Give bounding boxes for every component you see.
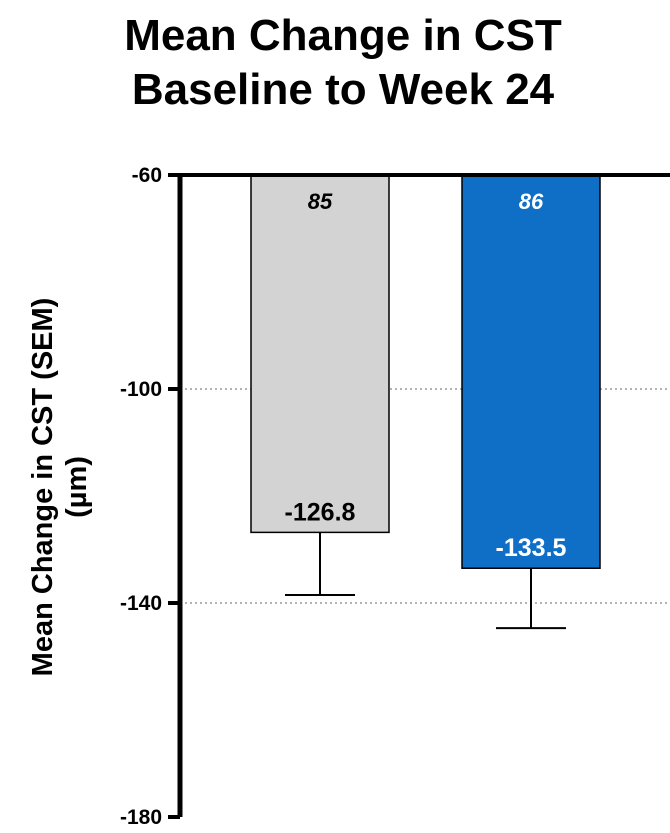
bar-n-label: 85	[308, 189, 333, 214]
bar	[250, 174, 390, 534]
bar	[461, 174, 601, 569]
y-axis-label-line-2: (µm)	[61, 456, 93, 518]
bar-n-label: 86	[519, 189, 544, 214]
y-tick-label: -140	[120, 592, 162, 615]
bar-value-label: -133.5	[496, 534, 567, 562]
y-tick-label: -180	[120, 806, 162, 829]
y-tick-label: -100	[120, 378, 162, 401]
y-axis-label: Mean Change in CST (SEM) (µm)	[27, 298, 93, 677]
bar-value-label: -126.8	[285, 498, 356, 526]
chart-title-line-1: Mean Change in CST	[124, 11, 562, 60]
y-axis: -60 -100 -140 -180	[120, 164, 670, 829]
bars: 85 -126.8 86 -133.5	[250, 174, 601, 630]
y-tick-label: -60	[132, 164, 162, 187]
y-axis-label-line-1: Mean Change in CST (SEM)	[27, 298, 59, 677]
chart-title-line-2: Baseline to Week 24	[132, 65, 555, 114]
